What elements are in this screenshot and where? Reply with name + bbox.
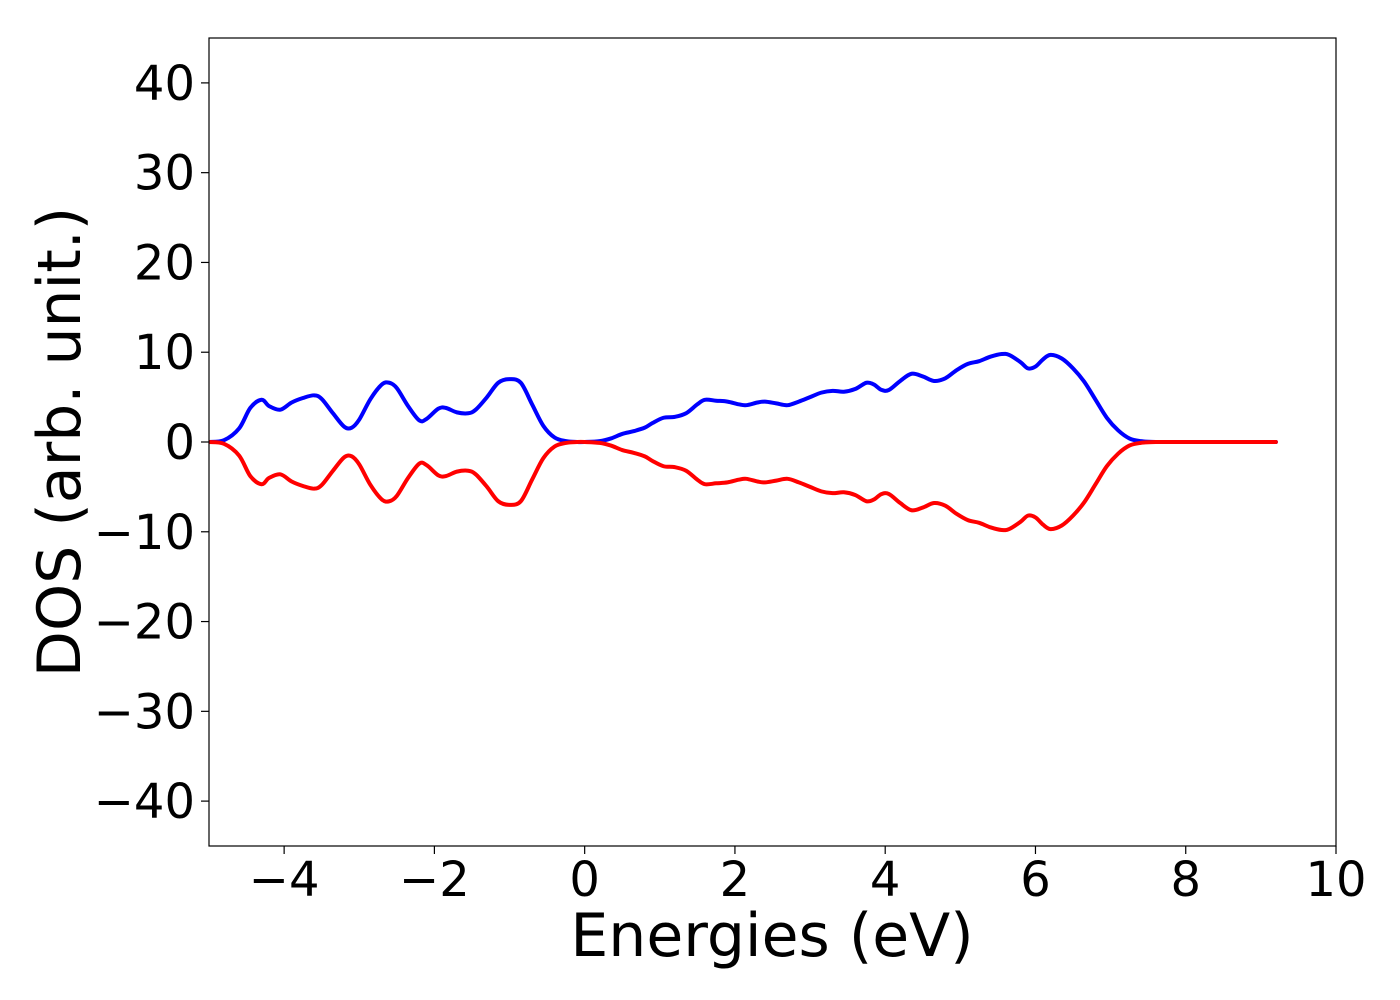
y-tick-label: −40	[94, 774, 195, 830]
y-tick-label: 40	[134, 56, 195, 112]
y-tick-label: 10	[134, 325, 195, 381]
x-axis-ticks: −4 −2 0 2 4 6 8 10	[249, 846, 1367, 908]
y-tick-label: 20	[134, 235, 195, 291]
x-tick-label: 4	[870, 852, 901, 908]
y-tick-label: −20	[94, 595, 195, 651]
x-tick-label: −4	[249, 852, 320, 908]
x-tick-label: 6	[1020, 852, 1051, 908]
x-tick-label: 2	[720, 852, 751, 908]
y-axis-label: DOS (arb. unit.)	[25, 207, 95, 677]
x-tick-label: 8	[1170, 852, 1201, 908]
x-tick-label: 10	[1305, 852, 1366, 908]
x-tick-label: −2	[399, 852, 470, 908]
y-tick-label: −10	[94, 505, 195, 561]
y-axis-ticks: −40 −30 −20 −10 0 10 20 30 40	[94, 56, 209, 830]
plot-area	[208, 37, 1337, 847]
x-axis-label: Energies (eV)	[570, 901, 973, 971]
y-tick-label: 30	[134, 146, 195, 202]
x-tick-label: 0	[569, 852, 600, 908]
series-line-up	[209, 351, 1278, 445]
y-tick-label: −30	[94, 684, 195, 740]
series-line-down	[209, 439, 1278, 533]
y-tick-label: 0	[164, 415, 195, 471]
